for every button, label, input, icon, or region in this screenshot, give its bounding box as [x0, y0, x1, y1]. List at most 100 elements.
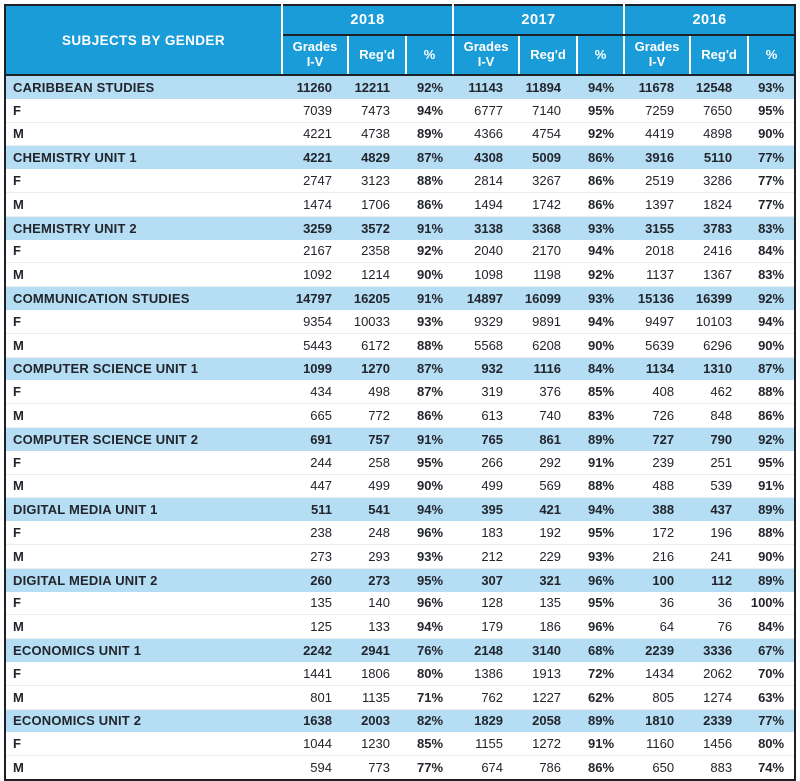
value-cell: 135	[282, 591, 348, 616]
value-cell: 805	[624, 685, 691, 710]
value-cell: 691	[282, 427, 348, 451]
subject-name-cell: COMMUNICATION STUDIES	[5, 286, 282, 310]
value-cell: 6208	[519, 333, 578, 358]
value-cell: 3140	[519, 638, 578, 662]
value-cell: 1367	[690, 262, 749, 288]
value-cell: 1214	[348, 262, 406, 288]
table-row: F 1441 1806 80% 1386 1913 72% 1434 2062 70%	[5, 661, 796, 686]
percent-cell: 96%	[577, 568, 625, 592]
gender-label-cell: M	[5, 403, 282, 428]
value-cell: 932	[453, 357, 520, 381]
value-cell: 3572	[348, 216, 406, 240]
value-cell: 594	[282, 755, 348, 781]
value-cell: 2018	[624, 239, 691, 264]
table-row: F 2167 2358 92% 2040 2170 94% 2018 2416 84%	[5, 239, 796, 264]
percent-cell: 91%	[748, 474, 796, 499]
percent-cell: 94%	[406, 98, 454, 123]
gender-label-cell: F	[5, 239, 282, 264]
gender-label-cell: M	[5, 122, 282, 147]
value-cell: 7140	[519, 98, 578, 123]
subject-name-cell: DIGITAL MEDIA UNIT 1	[5, 497, 282, 522]
value-cell: 3916	[624, 145, 691, 170]
percent-cell: 95%	[577, 591, 625, 616]
value-cell: 16399	[690, 286, 749, 310]
value-cell: 6777	[453, 98, 520, 123]
value-cell: 14897	[453, 286, 520, 310]
table-row: M 665 772 86% 613 740 83% 726 848 86%	[5, 403, 796, 428]
value-cell: 499	[453, 474, 520, 499]
value-cell: 3259	[282, 216, 348, 240]
value-cell: 7473	[348, 98, 406, 123]
percent-cell: 95%	[577, 98, 625, 123]
percent-cell: 95%	[406, 450, 454, 475]
value-cell: 266	[453, 450, 520, 475]
value-cell: 434	[282, 380, 348, 405]
value-cell: 4221	[282, 145, 348, 170]
percent-cell: 83%	[748, 262, 796, 288]
gender-label-cell: F	[5, 661, 282, 686]
value-cell: 395	[453, 497, 520, 522]
value-cell: 1092	[282, 262, 348, 288]
percent-cell: 92%	[577, 262, 625, 288]
percent-cell: 77%	[748, 709, 796, 733]
value-cell: 2358	[348, 239, 406, 264]
gender-label-cell: F	[5, 450, 282, 475]
value-cell: 251	[690, 450, 749, 475]
value-cell: 1441	[282, 661, 348, 686]
year-header: 2018	[280, 5, 454, 36]
value-cell: 462	[690, 380, 749, 405]
percent-cell: 87%	[406, 380, 454, 405]
value-cell: 5568	[453, 333, 520, 358]
percent-cell: 77%	[406, 755, 454, 781]
value-cell: 9354	[282, 309, 348, 334]
value-cell: 1913	[519, 661, 578, 686]
table-row: COMPUTER SCIENCE UNIT 2 691 757 91% 765 861 89…	[5, 427, 796, 451]
percent-cell: 85%	[406, 732, 454, 757]
value-cell: 499	[348, 474, 406, 499]
value-cell: 1638	[282, 709, 348, 733]
value-cell: 569	[519, 474, 578, 499]
value-cell: 511	[282, 497, 348, 522]
percent-cell: 96%	[577, 614, 625, 640]
value-cell: 765	[453, 427, 520, 451]
value-cell: 757	[348, 427, 406, 451]
value-cell: 216	[624, 544, 691, 569]
percent-cell: 96%	[406, 591, 454, 616]
value-cell: 3123	[348, 169, 406, 193]
value-cell: 3783	[690, 216, 749, 240]
percent-cell: 90%	[406, 262, 454, 288]
value-cell: 1456	[690, 732, 749, 757]
percent-cell: 88%	[577, 474, 625, 499]
value-cell: 10033	[348, 309, 406, 334]
value-cell: 3155	[624, 216, 691, 240]
value-cell: 740	[519, 403, 578, 428]
value-cell: 727	[624, 427, 691, 451]
percent-cell: 84%	[577, 357, 625, 381]
percent-cell: 87%	[748, 357, 796, 381]
value-cell: 319	[453, 380, 520, 405]
gender-label-cell: M	[5, 474, 282, 499]
percent-cell: 89%	[577, 709, 625, 733]
value-cell: 447	[282, 474, 348, 499]
value-cell: 183	[453, 521, 520, 545]
percent-cell: 83%	[748, 216, 796, 240]
table-row: DIGITAL MEDIA UNIT 1 511 541 94% 395 421 94% 38…	[5, 497, 796, 522]
table-row: M 5443 6172 88% 5568 6208 90% 5639 6296 90%	[5, 333, 796, 358]
table-row: M 1092 1214 90% 1098 1198 92% 1137 1367 83%	[5, 262, 796, 288]
gender-label-cell: M	[5, 685, 282, 710]
value-cell: 1272	[519, 732, 578, 757]
year-header: 2017	[452, 5, 625, 36]
percent-cell: 96%	[406, 521, 454, 545]
value-cell: 1137	[624, 262, 691, 288]
value-cell: 1116	[519, 357, 578, 381]
percent-cell: 92%	[577, 122, 625, 147]
gender-label-cell: F	[5, 521, 282, 545]
value-cell: 408	[624, 380, 691, 405]
value-cell: 1829	[453, 709, 520, 733]
value-cell: 125	[282, 614, 348, 640]
value-cell: 2148	[453, 638, 520, 662]
table-row: ECONOMICS UNIT 1 2242 2941 76% 2148 3140 68% 22…	[5, 638, 796, 662]
percent-cell: 89%	[406, 122, 454, 147]
percent-cell: 80%	[748, 732, 796, 757]
percent-cell: 77%	[748, 169, 796, 193]
